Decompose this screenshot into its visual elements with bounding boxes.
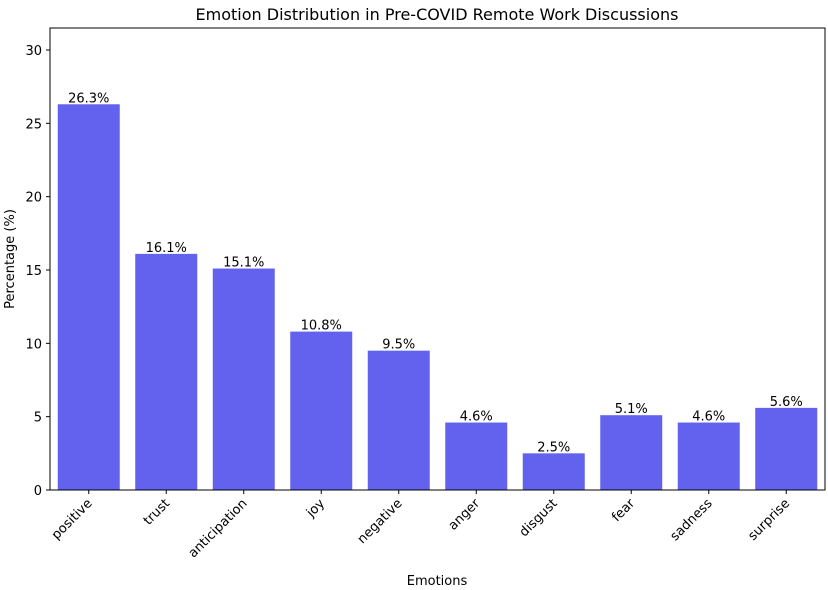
data-label-anger: 4.6%: [460, 410, 493, 425]
data-label-trust: 16.1%: [146, 241, 187, 256]
data-label-surprise: 5.6%: [770, 395, 803, 410]
x-axis-label: Emotions: [407, 574, 468, 589]
data-label-disgust: 2.5%: [537, 440, 570, 455]
x-tick-labels: positive trust anticipation joy negative ange…: [49, 490, 793, 561]
y-tick-label-0: 0: [34, 484, 42, 499]
y-tick-label-25: 25: [25, 117, 42, 132]
y-axis-label: Percentage (%): [3, 209, 18, 309]
x-tick-label-negative: negative: [355, 496, 406, 547]
y-tick-label-30: 30: [25, 44, 42, 59]
data-label-sadness: 4.6%: [692, 410, 725, 425]
y-tick-label-10: 10: [25, 337, 42, 352]
bar-disgust: [522, 453, 585, 490]
y-tick-label-15: 15: [25, 264, 42, 279]
data-label-anticipation: 15.1%: [223, 256, 264, 271]
x-tick-label-sadness: sadness: [668, 496, 716, 544]
bar-anticipation: [212, 268, 275, 490]
data-label-positive: 26.3%: [68, 91, 109, 106]
bar-sadness: [677, 422, 740, 490]
x-tick-label-fear: fear: [609, 496, 638, 525]
x-tick-label-trust: trust: [141, 496, 173, 528]
x-tick-label-joy: joy: [303, 496, 328, 521]
y-tick-label-5: 5: [34, 411, 42, 426]
data-label-negative: 9.5%: [382, 338, 415, 353]
bars-group: [57, 104, 818, 491]
x-tick-label-disgust: disgust: [517, 496, 561, 540]
x-tick-label-positive: positive: [49, 496, 96, 543]
bar-joy: [290, 331, 353, 490]
x-tick-label-anger: anger: [446, 496, 484, 534]
bar-fear: [600, 415, 663, 490]
bar-trust: [135, 253, 198, 490]
plot-frame: [49, 27, 826, 491]
bar-anger: [445, 422, 508, 490]
x-tick-label-anticipation: anticipation: [186, 496, 251, 561]
data-labels: 26.3% 16.1% 15.1% 10.8% 9.5% 4.6% 2.5% 5.1% 4.6%…: [68, 91, 803, 455]
y-tick-label-20: 20: [25, 191, 42, 206]
chart-title: Emotion Distribution in Pre-COVID Remote…: [196, 5, 679, 24]
bar-negative: [367, 350, 430, 490]
data-label-fear: 5.1%: [615, 402, 648, 417]
data-label-joy: 10.8%: [301, 319, 342, 334]
bar-surprise: [755, 407, 818, 490]
bar-positive: [57, 104, 120, 491]
x-tick-label-surprise: surprise: [745, 496, 793, 544]
y-tick-labels: 0 5 10 15 20 25 30: [25, 44, 50, 499]
